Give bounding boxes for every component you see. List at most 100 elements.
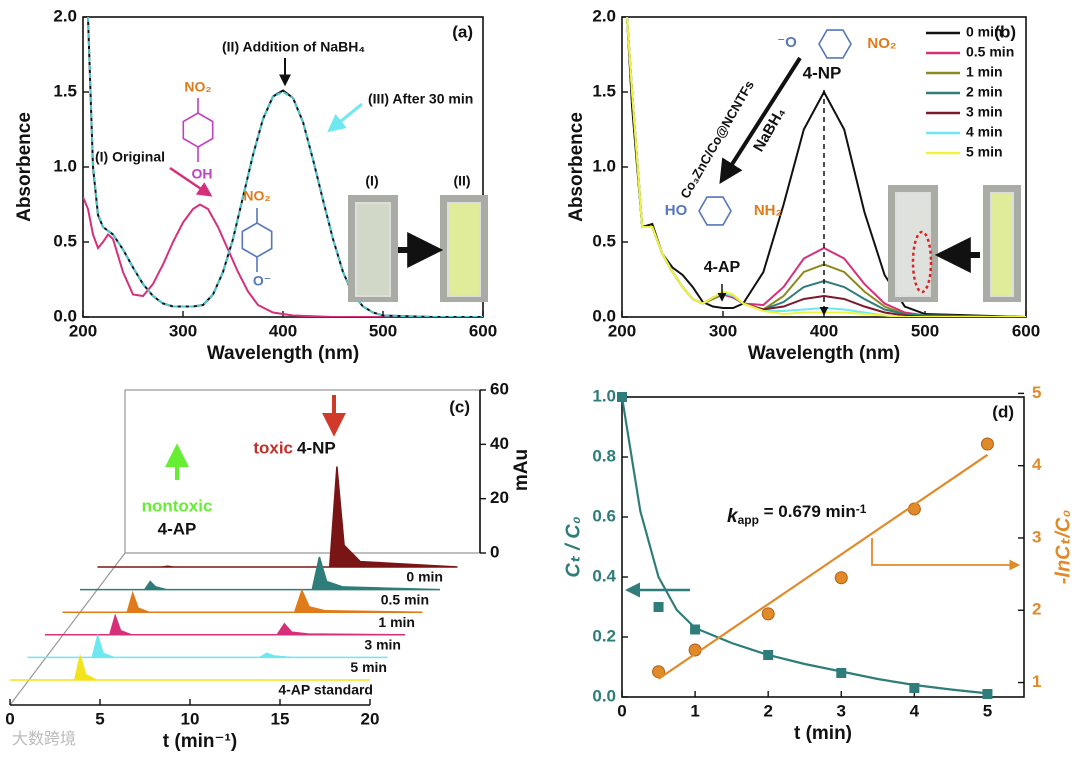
- x-tick-label: 20: [361, 709, 380, 728]
- y-tick-label: 0: [490, 542, 499, 561]
- benzene-ring: [241, 222, 273, 258]
- marker: [982, 689, 993, 699]
- trace-label: 0 min: [406, 569, 443, 585]
- marker: [836, 668, 847, 678]
- legend-label: 2 min: [966, 84, 1003, 100]
- annotation: Co₃ZnC/Co@NCNTFs: [677, 78, 757, 201]
- y-tick-label: 1.5: [53, 81, 77, 100]
- annotation: NO₂: [867, 35, 896, 52]
- panel-label: (b): [994, 22, 1016, 41]
- y-tick-label: 0.8: [592, 446, 616, 465]
- x-tick-label: 300: [169, 321, 197, 340]
- y-axis-label: Cₜ / C₀: [562, 516, 584, 577]
- trace-label: 3 min: [364, 637, 401, 653]
- trace: [45, 613, 406, 636]
- trace-label: 0.5 min: [381, 591, 429, 607]
- x-tick-label: 5: [983, 701, 992, 720]
- series-line: [626, 17, 1026, 317]
- x-tick-label: 600: [469, 321, 497, 340]
- x-tick-label: 15: [271, 709, 290, 728]
- annotation: 4-AP: [158, 519, 197, 538]
- trace-label: 1 min: [378, 614, 415, 630]
- annotation-part: -1: [856, 502, 867, 516]
- x-tick-label: 400: [269, 321, 297, 340]
- annotation: NH₂: [754, 202, 782, 219]
- series-line: [626, 17, 1026, 317]
- legend-label: 0 min: [966, 24, 1003, 40]
- annotation: NO₂: [184, 79, 211, 95]
- annotation-part: k: [727, 506, 739, 527]
- trace: [97, 466, 458, 568]
- y-tick-label: 1.5: [592, 81, 616, 100]
- trace: [80, 556, 441, 591]
- annotation: kapp = 0.679 min-1: [727, 502, 867, 527]
- annotation-part: = 0.679 min: [759, 502, 856, 521]
- cuvette: [447, 202, 481, 297]
- panel-label: (a): [452, 22, 473, 41]
- plot-frame: [621, 396, 1025, 698]
- y-tick-label: 1.0: [592, 386, 616, 405]
- cuvette: [355, 202, 391, 297]
- annotation: (II): [453, 173, 470, 189]
- series-line: [626, 17, 1026, 317]
- y-axis-label: mAu: [511, 449, 532, 491]
- trace: [27, 632, 388, 659]
- plot-frame: [82, 16, 484, 318]
- marker: [834, 571, 848, 585]
- annotation: O⁻: [253, 273, 271, 289]
- box-edge: [9, 389, 481, 706]
- x-axis-label: t (min): [794, 723, 852, 744]
- x-tick-label: 500: [911, 321, 939, 340]
- x-tick-label: 400: [810, 321, 838, 340]
- x-tick-label: 0: [617, 701, 626, 720]
- benzene-ring: [182, 112, 214, 148]
- x-tick-label: 0: [5, 709, 14, 728]
- y-axis-label: Absorbence: [566, 112, 587, 222]
- legend-label: 4 min: [966, 124, 1003, 140]
- fit-line: [620, 396, 988, 695]
- annotation: ⁻O: [777, 34, 797, 51]
- legend-label: 0.5 min: [966, 44, 1014, 60]
- y2-tick-label: 5: [1032, 383, 1041, 402]
- y-tick-label: 40: [490, 434, 509, 453]
- x-tick-label: 200: [69, 321, 97, 340]
- panel-label: (d): [992, 402, 1014, 421]
- y-tick-label: 0.2: [592, 626, 616, 645]
- series-line: [626, 17, 1026, 317]
- x-tick-label: 5: [95, 709, 104, 728]
- trace-label: 5 min: [350, 659, 387, 675]
- series-line: [626, 17, 1026, 317]
- y-axis-label: Absorbence: [14, 112, 35, 222]
- trace-label: 4-AP standard: [278, 682, 373, 698]
- arrow: [327, 102, 363, 133]
- series-line: [626, 17, 1026, 317]
- y-tick-label: 2.0: [53, 6, 77, 25]
- y2-tick-label: 2: [1032, 600, 1041, 619]
- marker: [980, 437, 994, 451]
- x-tick-label: 10: [181, 709, 200, 728]
- annotation: HO: [665, 202, 688, 219]
- annotation: nontoxic: [142, 496, 213, 515]
- annotation: toxic: [253, 438, 293, 457]
- x-tick-label: 600: [1012, 321, 1040, 340]
- legend-label: 3 min: [966, 104, 1003, 120]
- arrow: [871, 538, 1021, 571]
- benzene-ring: [818, 29, 852, 59]
- y-tick-label: 0.4: [592, 566, 616, 585]
- y2-tick-label: 3: [1032, 527, 1041, 546]
- annotation: 4-AP: [704, 259, 741, 276]
- cuvette: [895, 192, 931, 297]
- panel-label: (c): [449, 397, 470, 416]
- y-tick-label: 0.0: [53, 306, 77, 325]
- y2-axis-label: -lnCₜ/C₀: [1052, 510, 1074, 585]
- y2-tick-label: 1: [1032, 672, 1041, 691]
- x-tick-label: 2: [763, 701, 772, 720]
- trace: [10, 655, 370, 681]
- annotation: OH: [192, 166, 213, 182]
- annotation: NO₂: [243, 188, 270, 204]
- marker: [653, 602, 664, 612]
- arrow: [719, 56, 802, 185]
- x-tick-label: 300: [709, 321, 737, 340]
- y2-tick-label: 4: [1032, 455, 1042, 474]
